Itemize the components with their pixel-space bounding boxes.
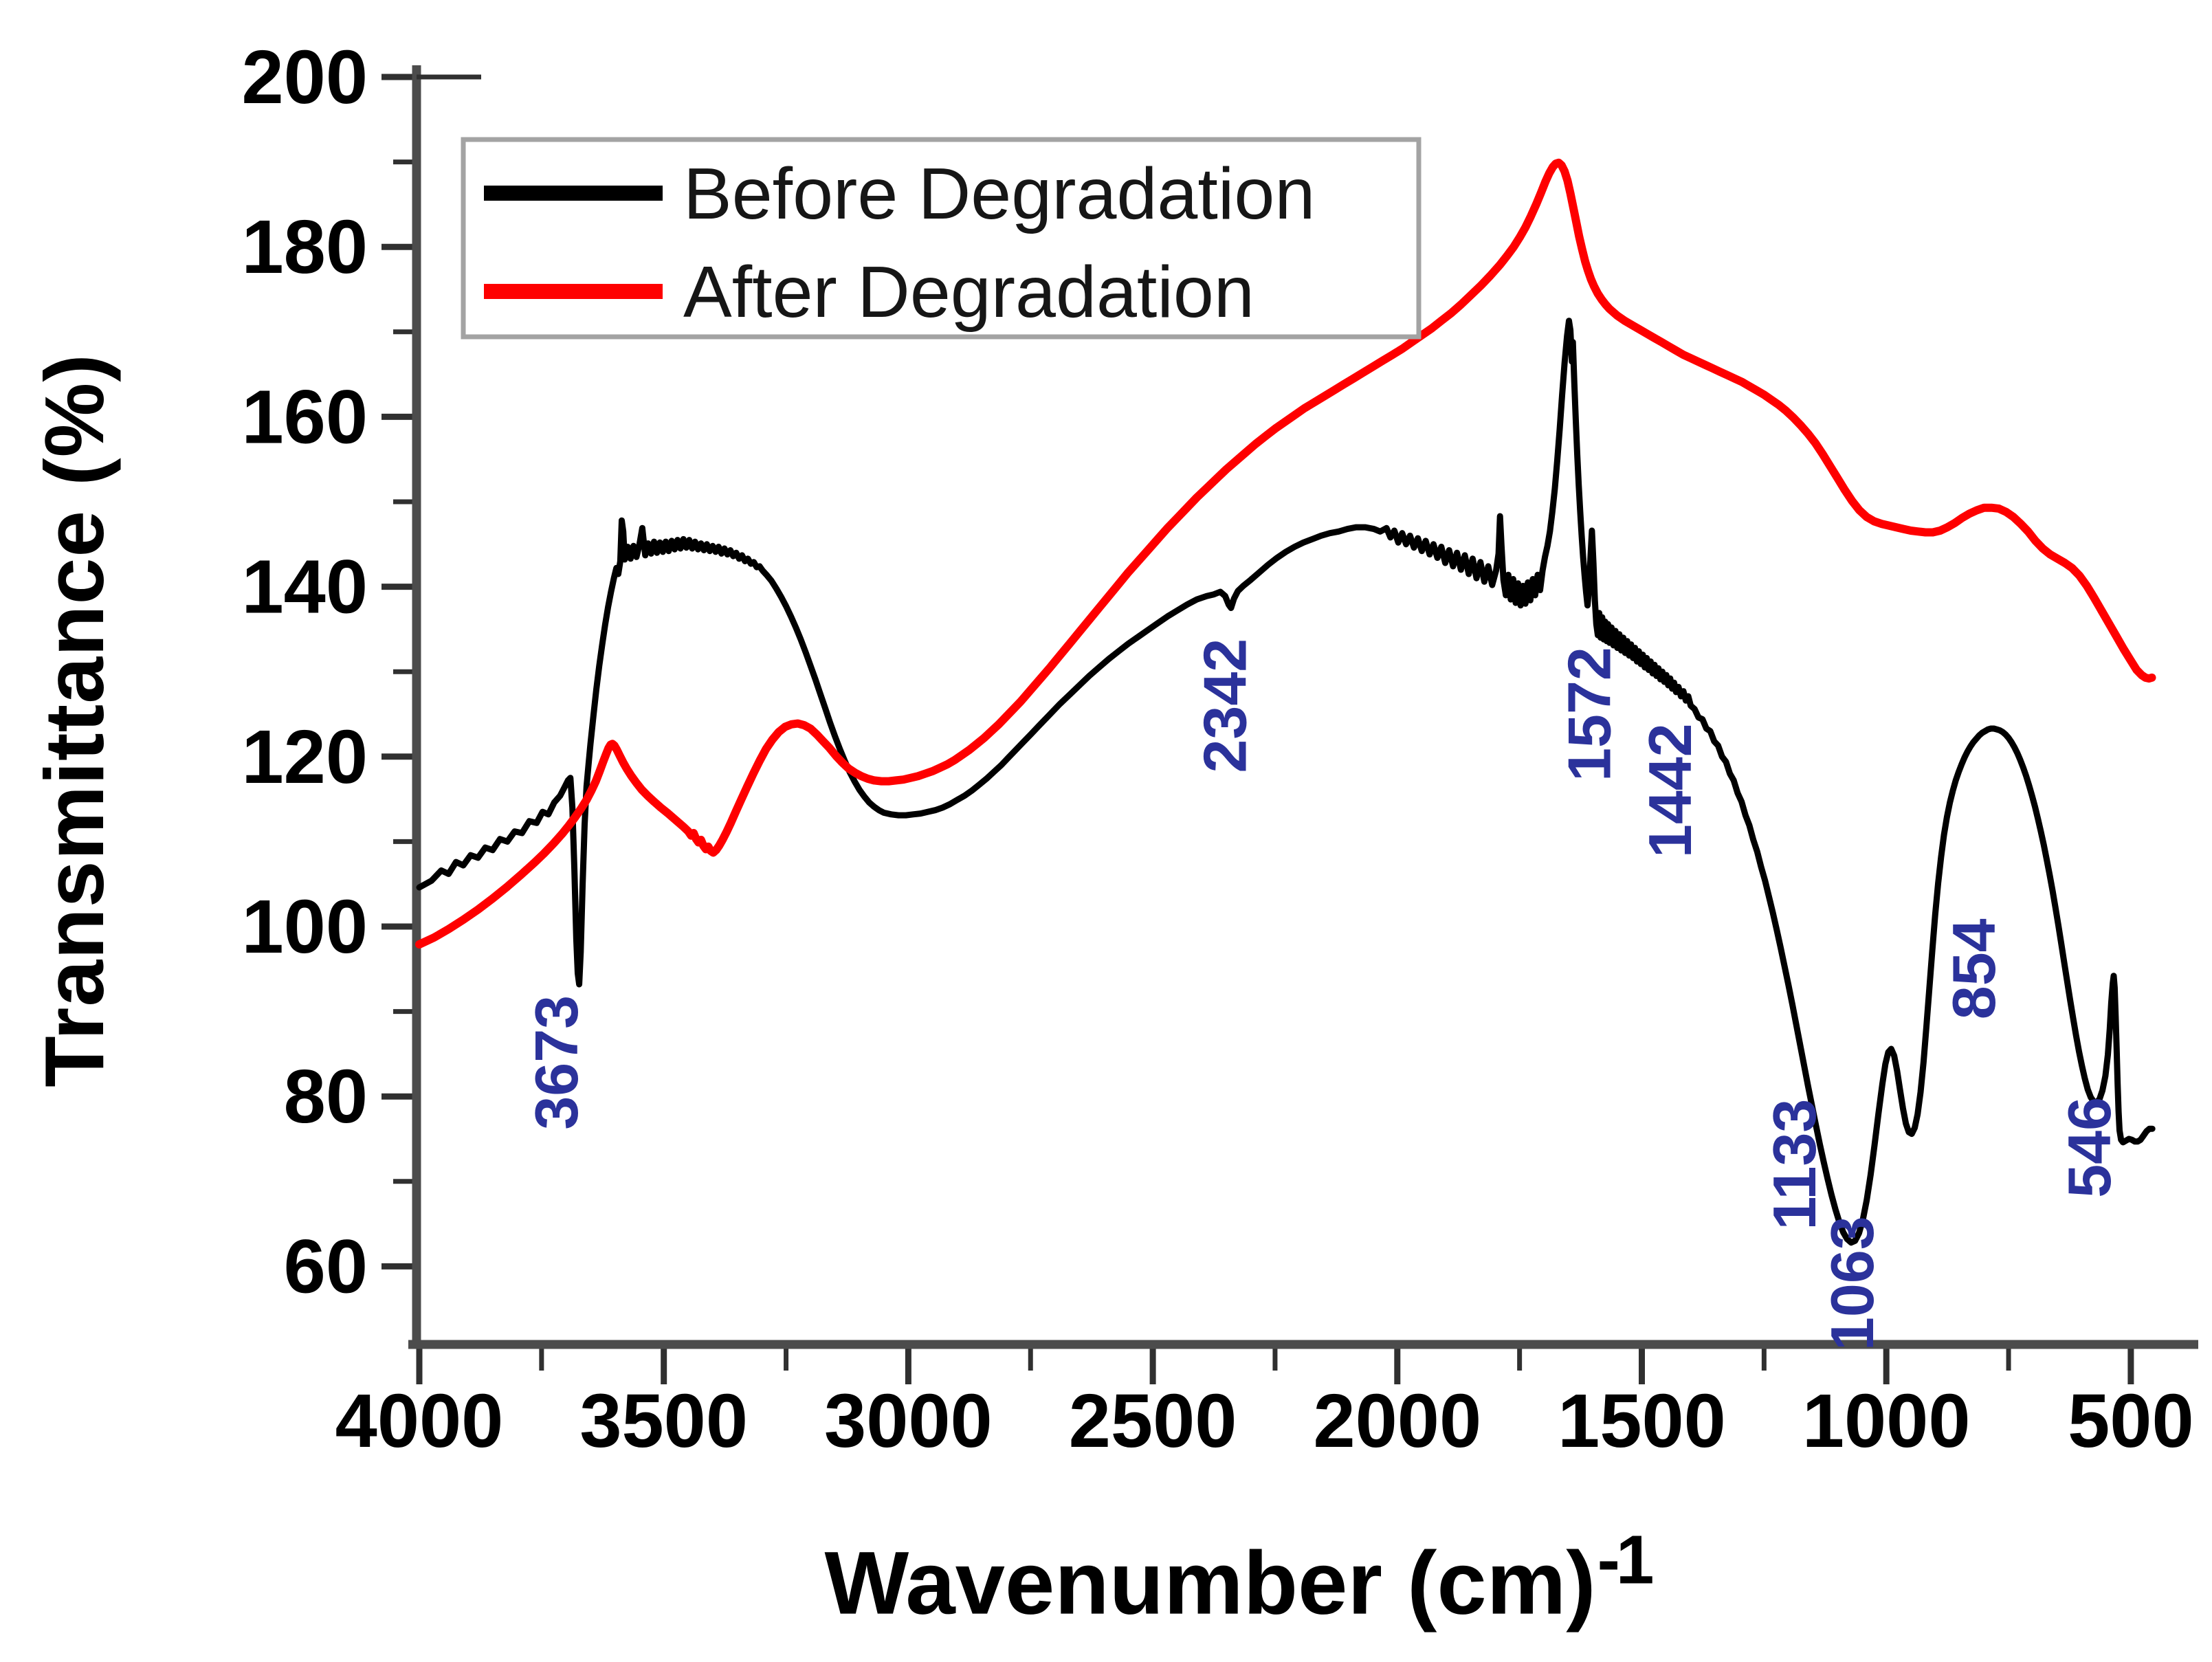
- x-axis-title-text: Wavenumber (cm): [824, 1532, 1596, 1633]
- x-tick-label: 4000: [335, 1379, 504, 1463]
- y-tick-label: 180: [241, 205, 368, 289]
- legend-label: Before Degradation: [683, 153, 1315, 234]
- y-tick-label: 140: [241, 545, 368, 630]
- peak-annotation: 1572: [1555, 647, 1623, 782]
- legend-box: [461, 137, 1422, 340]
- peak-annotation: 854: [1940, 918, 2008, 1019]
- x-tick-label: 1500: [1558, 1379, 1726, 1463]
- peak-annotation: 1442: [1636, 723, 1704, 858]
- y-tick-label: 100: [241, 885, 368, 969]
- x-axis-title-superscript: -1: [1597, 1521, 1655, 1599]
- peak-annotation: 1063: [1818, 1216, 1886, 1351]
- legend-label: After Degradation: [683, 252, 1254, 333]
- after-degradation-curve: [415, 158, 2156, 949]
- x-tick-label: 500: [2068, 1379, 2194, 1463]
- y-tick-label: 80: [284, 1054, 368, 1139]
- y-tick-label: 60: [284, 1224, 368, 1309]
- peak-annotation: 2342: [1191, 639, 1259, 773]
- peak-annotation: 3673: [522, 995, 590, 1130]
- y-tick-label: 200: [241, 35, 368, 120]
- x-axis-title: Wavenumber (cm)-1: [824, 1520, 1655, 1634]
- peak-annotation: 1133: [1760, 1099, 1828, 1230]
- x-tick-label: 2000: [1313, 1379, 1481, 1463]
- y-tick-label: 120: [241, 715, 368, 799]
- before-degradation-curve: [416, 318, 2156, 1246]
- y-axis-title: Transmittance (%): [27, 353, 121, 1087]
- peak-annotation: 546: [2055, 1097, 2123, 1198]
- x-tick-label: 1000: [1802, 1379, 1971, 1463]
- x-tick-label: 3000: [824, 1379, 993, 1463]
- x-tick-label: 2500: [1069, 1379, 1237, 1463]
- y-tick-label: 160: [241, 375, 368, 459]
- x-tick-label: 3500: [579, 1379, 748, 1463]
